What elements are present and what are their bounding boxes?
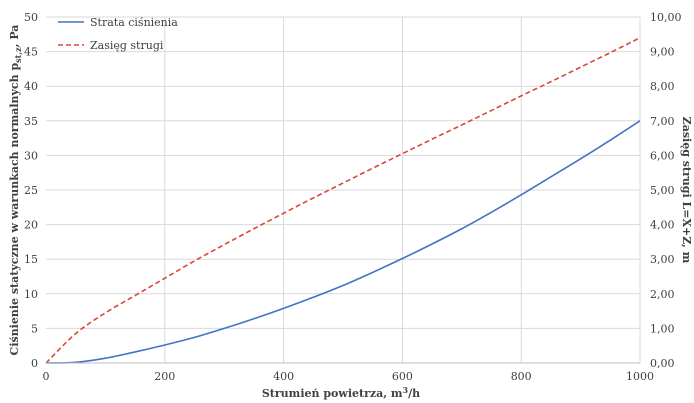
x-tick-label: 400: [273, 370, 294, 383]
left-y-tick-label: 45: [24, 46, 38, 59]
gridlines: [46, 16, 641, 363]
series-line-1: [45, 37, 641, 364]
series-line-0: [45, 120, 641, 364]
x-axis-title-tail: /h: [408, 387, 420, 400]
right-y-tick-label: 8,00: [650, 80, 675, 93]
right-y-tick-labels: 0,00 1,00 2,00 3,00 4,00 5,00 6,00 7,00 8,00 9,00…: [650, 11, 682, 370]
left-y-tick-label: 30: [24, 149, 38, 162]
right-y-tick-label: 10,00: [650, 11, 682, 24]
right-y-tick-label: 7,00: [650, 115, 675, 128]
right-y-tick-label: 1,00: [650, 322, 675, 335]
x-tick-labels: 0 200 400 600 800 1000: [43, 370, 655, 383]
x-tick-label: 600: [392, 370, 413, 383]
left-y-tick-label: 50: [24, 11, 38, 24]
left-y-axis-title-tail: , Pa: [8, 25, 21, 48]
legend-label-zasieg: Zasięg strugi: [90, 39, 164, 52]
right-y-tick-label: 4,00: [650, 219, 675, 232]
left-y-axis-title-main: Ciśnienie statyczne w warunkach normalny…: [8, 63, 21, 356]
left-y-axis-title-sub: st,z: [13, 47, 23, 63]
x-axis-title: Strumień powietrza, m3/h: [262, 385, 420, 400]
right-y-tick-label: 0,00: [650, 357, 675, 370]
x-axis-title-main: Strumień powietrza, m: [262, 387, 403, 400]
right-y-tick-label: 3,00: [650, 253, 675, 266]
left-y-tick-label: 25: [24, 184, 38, 197]
x-tick-label: 1000: [626, 370, 654, 383]
right-y-tick-label: 9,00: [650, 46, 675, 59]
legend-label-strata: Strata ciśnienia: [90, 16, 178, 29]
left-y-tick-label: 10: [24, 288, 38, 301]
x-tick-label: 200: [154, 370, 175, 383]
left-y-tick-label: 0: [31, 357, 38, 370]
right-y-tick-label: 2,00: [650, 288, 675, 301]
series-lines: [45, 37, 641, 364]
left-y-tick-label: 35: [24, 115, 38, 128]
right-y-tick-label: 5,00: [650, 184, 675, 197]
left-y-tick-labels: 0 5 10 15 20 25 30 35 40 45 50: [24, 11, 38, 370]
legend: Strata ciśnienia Zasięg strugi: [58, 16, 178, 52]
x-axis-title-sup: 3: [403, 385, 409, 395]
left-y-tick-label: 15: [24, 253, 38, 266]
left-y-tick-label: 5: [31, 322, 38, 335]
right-y-axis-title: Zasięg strugi L=X+Z, m: [680, 117, 693, 264]
x-tick-label: 0: [43, 370, 50, 383]
left-y-tick-label: 20: [24, 219, 38, 232]
x-tick-label: 800: [511, 370, 532, 383]
left-y-axis-title: Ciśnienie statyczne w warunkach normalny…: [8, 25, 23, 356]
left-y-tick-label: 40: [24, 80, 38, 93]
right-y-tick-label: 6,00: [650, 149, 675, 162]
